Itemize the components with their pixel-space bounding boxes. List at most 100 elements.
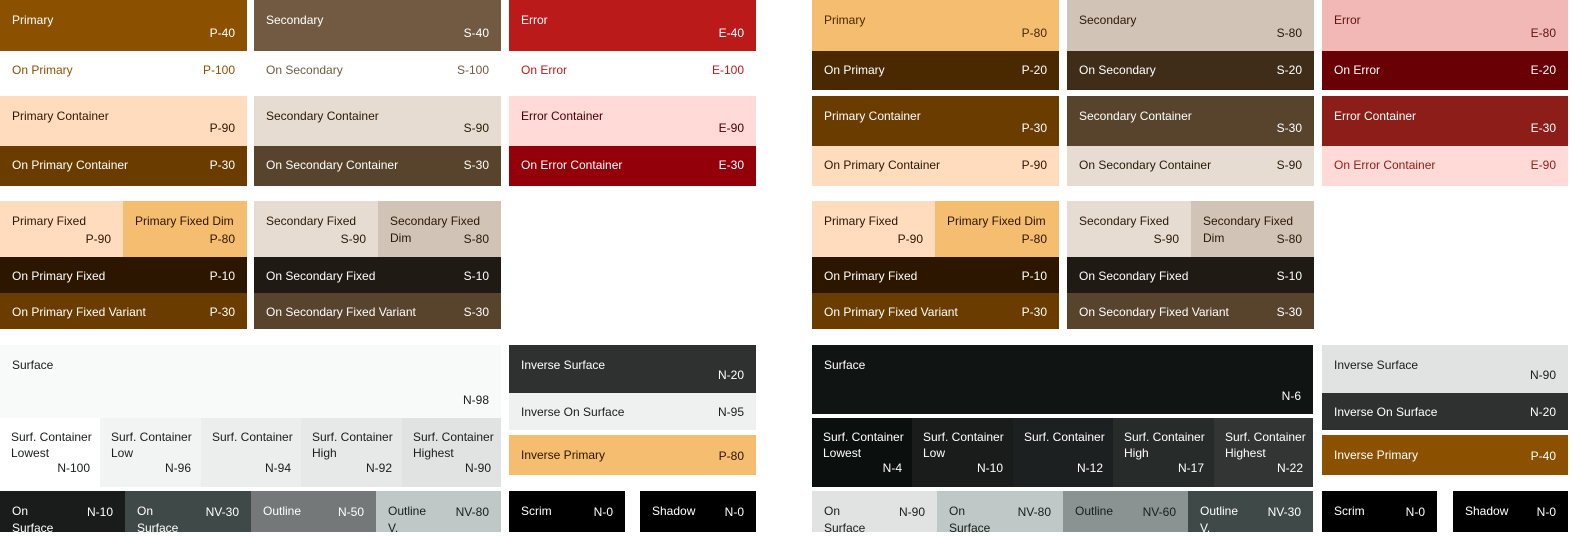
dark-surf-container-swatch: Surf. Container N-12 xyxy=(1013,418,1113,487)
light-secondary-fixed-dim-swatch: Secondary Fixed Dim S-80 xyxy=(378,201,501,257)
swatch-label: On Secondary Fixed Variant xyxy=(266,305,416,319)
swatch-tone: N-0 xyxy=(593,505,613,519)
swatch-label: On Primary xyxy=(12,63,73,77)
swatch-tone: S-80 xyxy=(463,232,489,246)
swatch-tone: N-92 xyxy=(365,461,392,475)
light-on-error-swatch: On Error E-100 xyxy=(509,51,756,90)
swatch-label: Outline xyxy=(263,504,302,518)
swatch-tone: N-100 xyxy=(57,461,90,475)
light-secondary-container-swatch: Secondary Container S-90 xyxy=(254,96,501,146)
dark-primary-container-swatch: Primary Container P-30 xyxy=(812,96,1059,146)
swatch-tone: S-30 xyxy=(463,305,489,319)
swatch-tone: P-30 xyxy=(1021,121,1047,135)
swatch-label: Error Container xyxy=(521,109,604,123)
swatch-label: Surf. Container Highest xyxy=(413,430,494,460)
swatch-label: On Secondary Fixed xyxy=(266,269,376,283)
swatch-tone: N-0 xyxy=(1405,505,1425,519)
dark-on-error-container-swatch: On Error Container E-90 xyxy=(1322,146,1568,186)
swatch-tone: NV-80 xyxy=(455,505,489,519)
swatch-label: Secondary Container xyxy=(266,109,379,123)
swatch-tone: P-10 xyxy=(1021,269,1047,283)
dark-on-surface-variant-swatch: On Surface NV-80 xyxy=(937,491,1063,535)
swatch-label: Surf. Container xyxy=(1024,430,1105,444)
swatch-tone: N-17 xyxy=(1177,461,1204,475)
swatch-tone: N-95 xyxy=(717,405,744,419)
swatch-tone: NV-60 xyxy=(1142,505,1176,519)
swatch-label: Primary xyxy=(12,13,54,27)
swatch-label: Inverse Surface xyxy=(1334,358,1419,372)
swatch-label: On Primary Container xyxy=(824,158,941,172)
swatch-tone: N-4 xyxy=(882,461,902,475)
swatch-tone: E-20 xyxy=(1530,63,1556,77)
swatch-tone: P-80 xyxy=(718,449,744,463)
light-primary-swatch: Primary P-40 xyxy=(0,0,247,51)
swatch-label: Primary Fixed Dim xyxy=(947,214,1046,228)
swatch-tone: S-80 xyxy=(1276,26,1302,40)
swatch-label: Surface xyxy=(12,358,54,372)
swatch-label: Surf. Container High xyxy=(312,430,393,460)
light-outline-swatch: Outline N-50 xyxy=(251,491,376,532)
light-on-secondary-container-swatch: On Secondary Container S-30 xyxy=(254,146,501,186)
swatch-label: On Primary xyxy=(824,63,885,77)
dark-inverse-surface-swatch: Inverse Surface N-90 xyxy=(1322,345,1568,393)
swatch-label: Surf. Container Lowest xyxy=(11,430,92,460)
dark-primary-fixed-swatch: Primary Fixed P-90 xyxy=(812,201,935,257)
swatch-label: On Error Container xyxy=(521,158,623,172)
swatch-tone: N-0 xyxy=(724,505,744,519)
light-on-secondary-fixed-swatch: On Secondary Fixed S-10 xyxy=(254,257,501,293)
swatch-label: Primary Container xyxy=(824,109,921,123)
swatch-tone: S-30 xyxy=(1276,305,1302,319)
swatch-tone: S-30 xyxy=(1276,121,1302,135)
light-surface-swatch: Surface N-98 xyxy=(0,345,501,418)
light-error-container-swatch: Error Container E-90 xyxy=(509,96,756,146)
swatch-tone: N-20 xyxy=(717,368,744,382)
swatch-label: Secondary xyxy=(266,13,324,27)
swatch-tone: E-90 xyxy=(718,121,744,135)
dark-error-swatch: Error E-80 xyxy=(1322,0,1568,51)
swatch-label: Surf. Container High xyxy=(1124,430,1205,460)
swatch-tone: P-90 xyxy=(1021,158,1047,172)
swatch-tone: N-0 xyxy=(1536,505,1556,519)
swatch-label: Inverse On Surface xyxy=(521,405,625,419)
dark-outline-swatch: Outline NV-60 xyxy=(1063,491,1188,532)
dark-on-primary-swatch: On Primary P-20 xyxy=(812,51,1059,90)
swatch-label: Secondary Fixed xyxy=(266,214,357,228)
dark-surf-container-high-swatch: Surf. Container High N-17 xyxy=(1113,418,1214,487)
dark-secondary-fixed-dim-swatch: Secondary Fixed Dim S-80 xyxy=(1191,201,1314,257)
swatch-tone: N-94 xyxy=(264,461,291,475)
swatch-label: Shadow xyxy=(1465,504,1509,518)
light-inverse-primary-swatch: Inverse Primary P-80 xyxy=(509,435,756,475)
swatch-label: Scrim xyxy=(521,504,552,518)
swatch-tone: N-50 xyxy=(337,505,364,519)
light-secondary-swatch: Secondary S-40 xyxy=(254,0,501,51)
dark-surface-swatch: Surface N-6 xyxy=(812,345,1313,414)
swatch-label: Surf. Container Lowest xyxy=(823,430,904,460)
swatch-label: Error xyxy=(1334,13,1361,27)
swatch-label: Outline V. xyxy=(1200,504,1239,535)
light-surf-container-swatch: Surf. Container N-94 xyxy=(201,418,301,487)
light-inverse-on-surface-swatch: Inverse On Surface N-95 xyxy=(509,393,756,430)
dark-scrim-swatch: Scrim N-0 xyxy=(1322,491,1437,532)
light-primary-fixed-dim-swatch: Primary Fixed Dim P-80 xyxy=(123,201,247,257)
swatch-tone: N-96 xyxy=(164,461,191,475)
swatch-label: Secondary xyxy=(1079,13,1137,27)
swatch-label: Surf. Container Highest xyxy=(1225,430,1306,460)
swatch-label: Error Container xyxy=(1334,109,1417,123)
swatch-label: On Primary Fixed Variant xyxy=(12,305,146,319)
swatch-tone: P-80 xyxy=(209,232,235,246)
light-on-primary-fixed-swatch: On Primary Fixed P-10 xyxy=(0,257,247,293)
swatch-tone: P-40 xyxy=(209,26,235,40)
swatch-tone: N-10 xyxy=(976,461,1003,475)
swatch-tone: E-40 xyxy=(718,26,744,40)
swatch-label: Inverse Primary xyxy=(1334,448,1419,462)
swatch-tone: P-30 xyxy=(209,158,235,172)
dark-surf-container-highest-swatch: Surf. Container Highest N-22 xyxy=(1214,418,1313,487)
swatch-label: Secondary Container xyxy=(1079,109,1192,123)
swatch-tone: E-90 xyxy=(1530,158,1556,172)
swatch-label: Outline xyxy=(1075,504,1114,518)
swatch-tone: S-90 xyxy=(1153,232,1179,246)
dark-secondary-fixed-swatch: Secondary Fixed S-90 xyxy=(1067,201,1191,257)
swatch-tone: P-80 xyxy=(1021,232,1047,246)
swatch-tone: P-100 xyxy=(202,63,235,77)
